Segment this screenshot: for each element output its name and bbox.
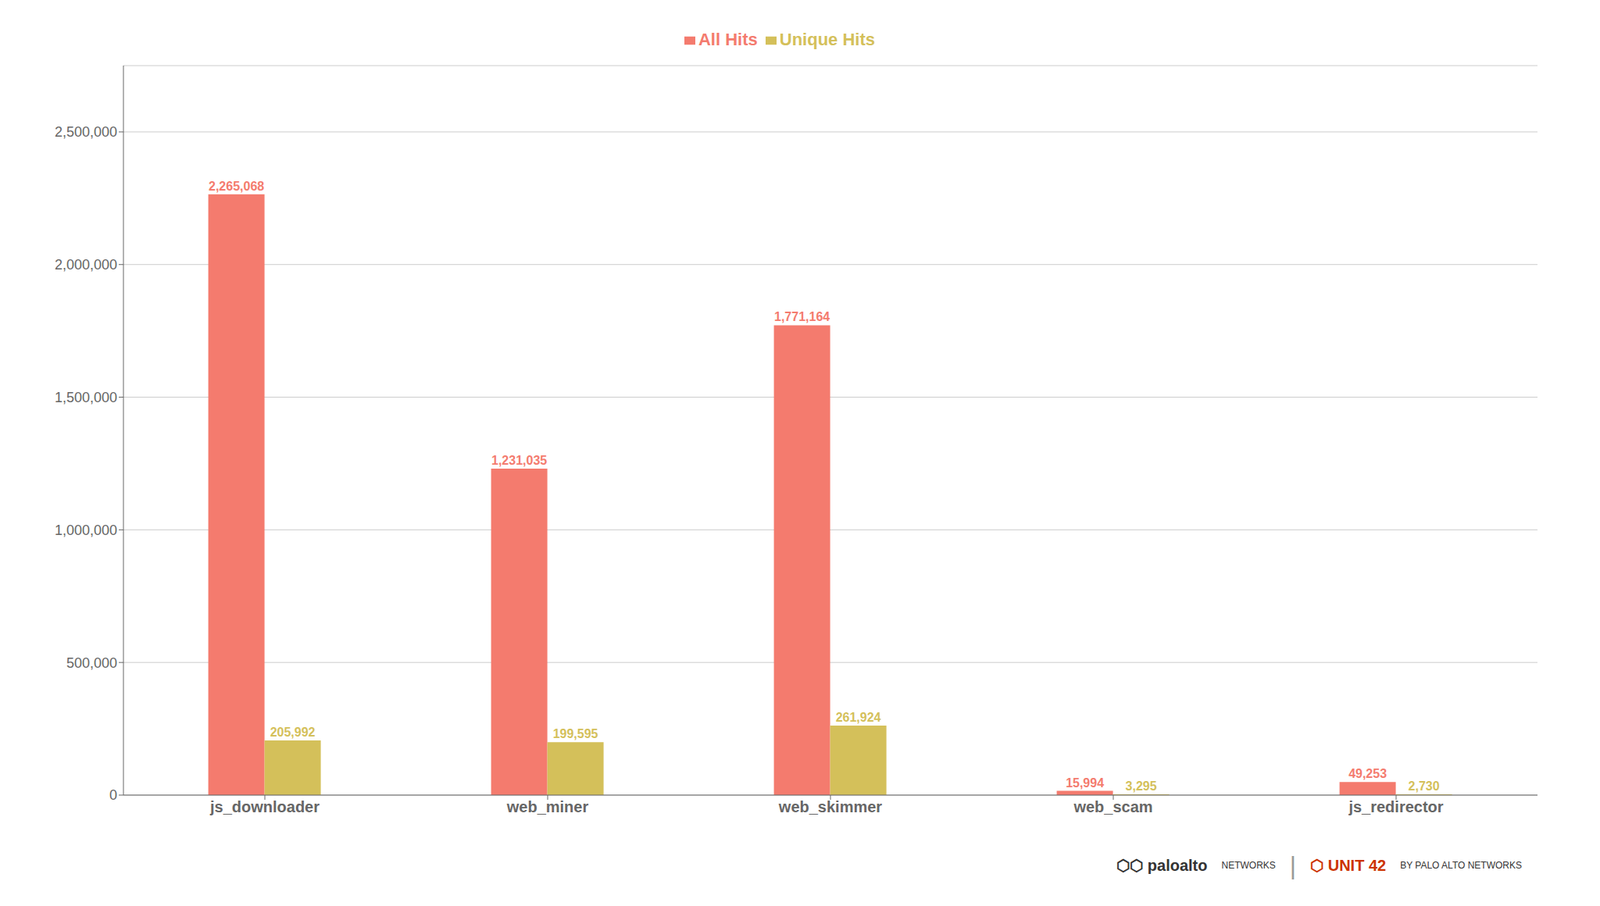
- html-text:⬡⬡ paloalto: ⬡⬡ paloalto: [1116, 857, 1208, 875]
- svg-text:0: 0: [109, 787, 118, 804]
- svg-text:web_miner: web_miner: [506, 798, 590, 816]
- html-text:Unique Hits: Unique Hits: [779, 29, 875, 50]
- html-text:⬡ UNIT 42: ⬡ UNIT 42: [1310, 857, 1387, 875]
- html-text:NETWORKS: NETWORKS: [1221, 860, 1276, 872]
- html-text:All Hits: All Hits: [698, 29, 758, 50]
- svg-text:web_skimmer: web_skimmer: [778, 798, 883, 816]
- svg-text:js_downloader: js_downloader: [209, 798, 320, 816]
- svg-text:2,730: 2,730: [1408, 779, 1440, 793]
- svg-text:261,924: 261,924: [835, 710, 882, 725]
- html-text:BY PALO ALTO NETWORKS: BY PALO ALTO NETWORKS: [1400, 860, 1522, 872]
- svg-text:49,253: 49,253: [1348, 767, 1387, 781]
- svg-text:js_redirector: js_redirector: [1347, 798, 1443, 816]
- svg-text:199,595: 199,595: [553, 727, 599, 741]
- svg-text:3,295: 3,295: [1125, 779, 1158, 793]
- svg-text:1,500,000: 1,500,000: [54, 389, 118, 406]
- svg-text:1,000,000: 1,000,000: [54, 522, 118, 539]
- svg-text:15,994: 15,994: [1065, 776, 1104, 790]
- svg-text:1,771,164: 1,771,164: [774, 310, 830, 324]
- svg-text:2,000,000: 2,000,000: [54, 257, 118, 273]
- svg-text:1,231,035: 1,231,035: [491, 453, 547, 468]
- svg-text:500,000: 500,000: [66, 655, 118, 672]
- svg-text:2,265,068: 2,265,068: [208, 179, 265, 193]
- svg-text:web_scam: web_scam: [1072, 798, 1153, 816]
- svg-text:205,992: 205,992: [270, 725, 316, 740]
- svg-text:2,500,000: 2,500,000: [54, 124, 118, 140]
